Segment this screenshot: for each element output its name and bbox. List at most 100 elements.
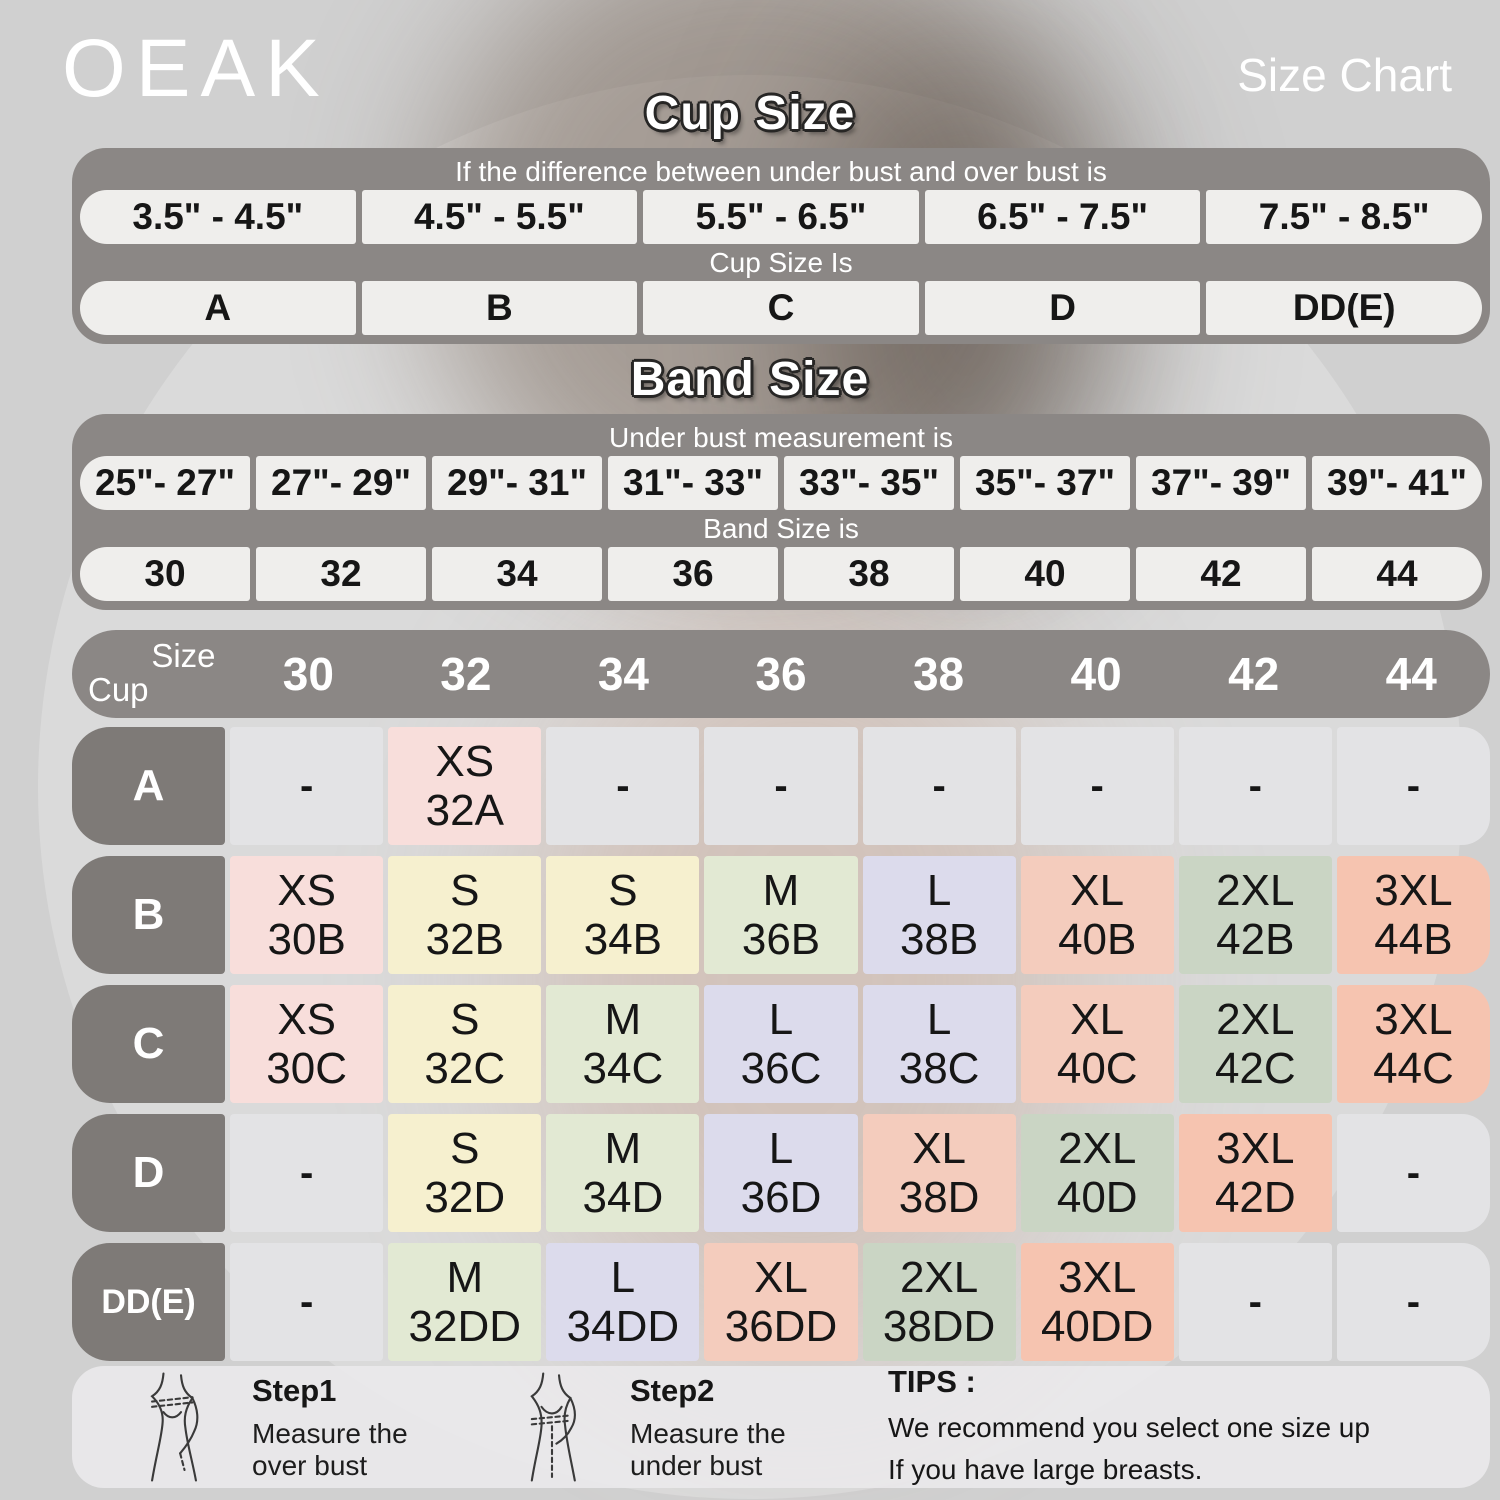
band-range-cell: 27"- 29" bbox=[256, 456, 426, 510]
cup-row-label: D bbox=[72, 1114, 226, 1232]
band-range-cell: 29"- 31" bbox=[432, 456, 602, 510]
matrix-corner-label: Size Cup bbox=[72, 630, 230, 718]
step1-description: Measure the over bust bbox=[252, 1418, 440, 1482]
step2-text: Step2 Measure the under bust bbox=[630, 1373, 818, 1482]
matrix-column-header: 40 bbox=[1070, 648, 1122, 700]
size-cell: S 32C bbox=[388, 985, 542, 1103]
band-condition-label: Under bust measurement is bbox=[609, 422, 953, 453]
cup-range-cell: 5.5" - 6.5" bbox=[643, 190, 919, 244]
size-cell: L 38B bbox=[862, 856, 1016, 974]
size-cell: 3XL 40DD bbox=[1020, 1243, 1174, 1361]
band-result-cell: 34 bbox=[432, 547, 602, 601]
matrix-column-header: 42 bbox=[1228, 648, 1280, 700]
step1-line2: over bust bbox=[252, 1449, 368, 1481]
size-cell: M 34D bbox=[546, 1114, 700, 1232]
cup-row-label: DD(E) bbox=[72, 1243, 226, 1361]
matrix-header-row: Size Cup 30 32 34 36 38 40 42 44 bbox=[72, 630, 1490, 718]
empty-cell: - bbox=[862, 727, 1016, 845]
size-cell: 3XL 44B bbox=[1336, 856, 1490, 974]
empty-cell: - bbox=[1178, 1243, 1332, 1361]
size-cell: 2XL 38DD bbox=[862, 1243, 1016, 1361]
corner-size-label: Size bbox=[151, 637, 216, 674]
cup-size-table: If the difference between under bust and… bbox=[72, 148, 1490, 344]
step1-line1: Measure the bbox=[252, 1417, 408, 1449]
size-cell: L 36D bbox=[704, 1114, 858, 1232]
page-title: Size Chart bbox=[1237, 49, 1452, 101]
size-cell: S 32D bbox=[388, 1114, 542, 1232]
size-cell: XS 32A bbox=[388, 727, 542, 845]
cup-result-cell: A bbox=[80, 281, 356, 335]
tips-line2: If you have large breasts. bbox=[888, 1453, 1203, 1485]
cup-range-row: 3.5" - 4.5" 4.5" - 5.5" 5.5" - 6.5" 6.5" - … bbox=[80, 190, 1482, 244]
tips-line1: We recommend you select one size up bbox=[888, 1411, 1370, 1443]
size-cell: XL 40C bbox=[1020, 985, 1174, 1103]
matrix-column-header: 44 bbox=[1385, 648, 1437, 700]
size-cell: S 34B bbox=[546, 856, 700, 974]
band-range-cell: 35"- 37" bbox=[960, 456, 1130, 510]
cup-result-cell: B bbox=[361, 281, 638, 335]
band-size-title: Band Size bbox=[630, 353, 870, 406]
band-result-cell: 40 bbox=[960, 547, 1130, 601]
cup-range-cell: 3.5" - 4.5" bbox=[80, 190, 356, 244]
measuring-steps-card: Step1 Measure the over bust Step2 Measur… bbox=[72, 1364, 1490, 1491]
step1-title: Step1 bbox=[252, 1372, 337, 1408]
cup-result-cell: C bbox=[643, 281, 919, 335]
band-range-cell: 39"- 41" bbox=[1312, 456, 1482, 510]
band-range-row: 25"- 27" 27"- 29" 29"- 31" 31"- 33" 33"- 35"… bbox=[80, 456, 1482, 510]
size-cell: M 36B bbox=[704, 856, 858, 974]
empty-cell: - bbox=[1336, 727, 1490, 845]
step2-line1: Measure the bbox=[630, 1417, 786, 1449]
band-range-cell: 37"- 39" bbox=[1136, 456, 1306, 510]
cup-result-row: A B C D DD(E) bbox=[80, 281, 1482, 335]
size-cell: XL 36DD bbox=[704, 1243, 858, 1361]
matrix-column-header: 32 bbox=[440, 648, 492, 700]
step2-line2: under bust bbox=[630, 1449, 763, 1481]
band-result-cell: 32 bbox=[256, 547, 426, 601]
size-cell: XS 30B bbox=[230, 856, 384, 974]
cup-range-cell: 6.5" - 7.5" bbox=[924, 190, 1201, 244]
cup-size-title: Cup Size bbox=[644, 87, 856, 140]
matrix-column-header: 34 bbox=[597, 648, 650, 700]
tips-block: TIPS : We recommend you select one size … bbox=[888, 1364, 1370, 1491]
empty-cell: - bbox=[1020, 727, 1174, 845]
size-cell: 3XL 44C bbox=[1336, 985, 1490, 1103]
band-range-cell: 33"- 35" bbox=[784, 456, 954, 510]
matrix-column-header: 30 bbox=[282, 648, 334, 700]
step2-description: Measure the under bust bbox=[630, 1418, 818, 1482]
band-size-table: Under bust measurement is 25"- 27" 27"- 2… bbox=[72, 414, 1490, 610]
size-cell: S 32B bbox=[388, 856, 542, 974]
empty-cell: - bbox=[1178, 727, 1332, 845]
size-cell: 2XL 42B bbox=[1178, 856, 1332, 974]
matrix-column-header: 36 bbox=[755, 648, 807, 700]
size-cell: M 32DD bbox=[388, 1243, 542, 1361]
size-cell: XS 30C bbox=[230, 985, 384, 1103]
cup-row-label: C bbox=[72, 985, 226, 1103]
size-matrix: A - XS 32A - - - - - - B XS 30B S 32B S 34B M 36B L 38B XL 40B… bbox=[72, 727, 1490, 1361]
cup-row-label: A bbox=[72, 727, 226, 845]
size-cell: 2XL 42C bbox=[1178, 985, 1332, 1103]
tips-title: TIPS : bbox=[888, 1363, 976, 1399]
empty-cell: - bbox=[546, 727, 700, 845]
band-result-cell: 36 bbox=[608, 547, 778, 601]
brand-logo: OEAK bbox=[62, 23, 330, 114]
cup-row-label: B bbox=[72, 856, 226, 974]
size-cell: M 34C bbox=[546, 985, 700, 1103]
measure-over-bust-icon bbox=[150, 1372, 199, 1482]
size-cell: L 38C bbox=[862, 985, 1016, 1103]
band-range-cell: 31"- 33" bbox=[608, 456, 778, 510]
size-cell: XL 40B bbox=[1020, 856, 1174, 974]
band-range-cell: 25"- 27" bbox=[80, 456, 250, 510]
empty-cell: - bbox=[1336, 1243, 1490, 1361]
band-result-label: Band Size is bbox=[703, 513, 859, 544]
cup-condition-label: If the difference between under bust and… bbox=[455, 156, 1107, 187]
band-result-row: 30 32 34 36 38 40 42 44 bbox=[80, 547, 1482, 601]
size-cell: L 36C bbox=[704, 985, 858, 1103]
step2-title: Step2 bbox=[630, 1372, 715, 1408]
band-result-cell: 30 bbox=[80, 547, 250, 601]
empty-cell: - bbox=[230, 727, 384, 845]
empty-cell: - bbox=[1336, 1114, 1490, 1232]
size-cell: L 34DD bbox=[546, 1243, 700, 1361]
cup-range-cell: 4.5" - 5.5" bbox=[361, 190, 638, 244]
